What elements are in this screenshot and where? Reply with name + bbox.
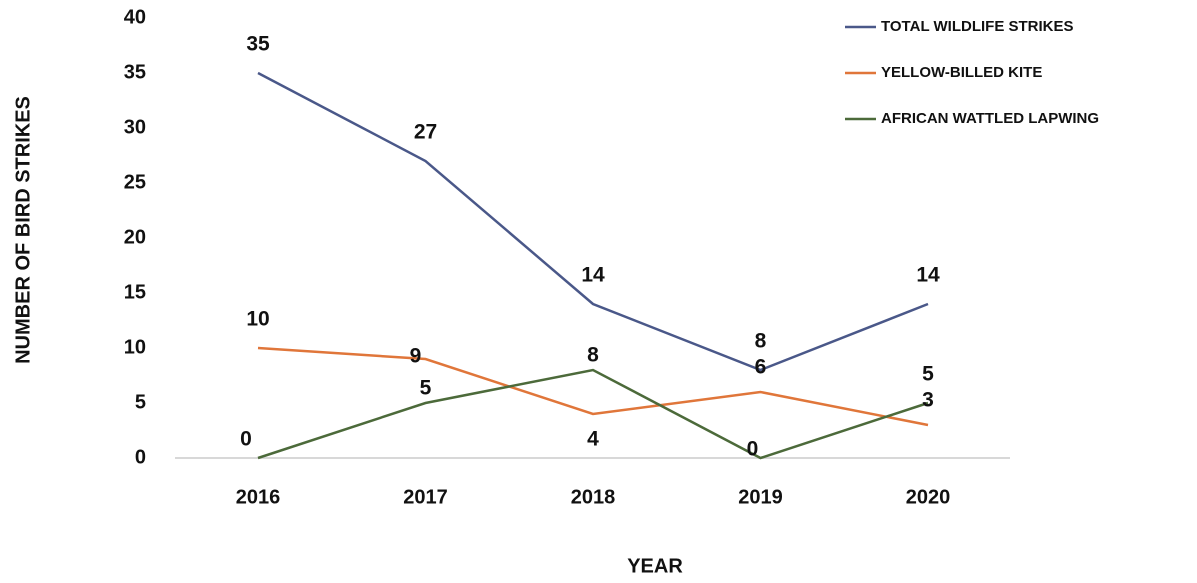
- y-tick-label: 40: [124, 6, 146, 28]
- data-label: 14: [916, 264, 940, 287]
- x-tick-label: 2020: [906, 486, 951, 508]
- series-line: [257, 71, 929, 372]
- data-label: 9: [410, 345, 422, 368]
- y-tick-label: 0: [135, 446, 146, 468]
- legend-label: AFRICAN WATTLED LAPWING: [881, 110, 1099, 127]
- y-tick-label: 10: [124, 336, 146, 358]
- x-axis-title: YEAR: [627, 555, 683, 577]
- legend-label: TOTAL WILDLIFE STRIKES: [881, 18, 1074, 35]
- data-label: 0: [747, 438, 759, 461]
- data-label: 8: [755, 330, 767, 353]
- data-label: 35: [246, 33, 270, 56]
- y-tick-label: 30: [124, 116, 146, 138]
- data-label: 3: [922, 389, 934, 412]
- x-tick-label: 2019: [738, 486, 783, 508]
- data-label: 6: [755, 356, 767, 379]
- series-line: [257, 368, 929, 460]
- y-tick-label: 5: [135, 391, 146, 413]
- x-tick-label: 2018: [571, 486, 616, 508]
- data-label: 14: [581, 264, 605, 287]
- x-tick-label: 2016: [236, 486, 281, 508]
- y-tick-label: 15: [124, 281, 146, 303]
- data-label: 4: [587, 428, 599, 451]
- y-axis-title: NUMBER OF BIRD STRIKES: [12, 96, 34, 364]
- data-label: 0: [240, 428, 252, 451]
- data-label: 27: [414, 121, 437, 144]
- series-line: [257, 346, 929, 427]
- data-label: 5: [922, 363, 934, 386]
- y-tick-label: 20: [124, 226, 146, 248]
- legend-label: YELLOW-BILLED KITE: [881, 64, 1042, 81]
- y-tick-label: 25: [124, 171, 146, 193]
- data-label: 10: [246, 308, 269, 331]
- y-tick-label: 35: [124, 61, 146, 83]
- data-label: 8: [587, 344, 599, 367]
- data-label: 5: [420, 377, 432, 400]
- x-tick-label: 2017: [403, 486, 448, 508]
